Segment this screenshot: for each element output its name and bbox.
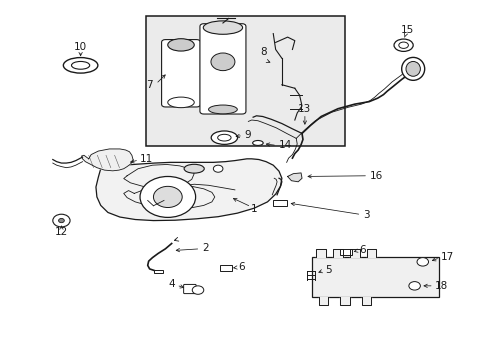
Bar	[340, 249, 351, 255]
Text: 8: 8	[260, 47, 266, 57]
Polygon shape	[361, 297, 371, 305]
Text: 3: 3	[363, 210, 369, 220]
Bar	[154, 270, 163, 273]
Ellipse shape	[217, 134, 231, 141]
Circle shape	[192, 286, 203, 294]
Circle shape	[210, 53, 234, 71]
Ellipse shape	[167, 39, 194, 51]
Ellipse shape	[63, 58, 98, 73]
Circle shape	[213, 165, 223, 172]
Circle shape	[153, 186, 182, 207]
Polygon shape	[287, 173, 302, 182]
Circle shape	[140, 176, 195, 217]
Circle shape	[408, 282, 420, 290]
Text: 11: 11	[140, 154, 153, 164]
Polygon shape	[332, 249, 342, 257]
Ellipse shape	[203, 21, 242, 34]
Ellipse shape	[405, 62, 420, 76]
Ellipse shape	[393, 39, 412, 51]
Text: 18: 18	[434, 281, 447, 291]
Text: 12: 12	[55, 227, 68, 237]
Ellipse shape	[401, 57, 424, 80]
Polygon shape	[318, 297, 328, 305]
Text: 2: 2	[202, 243, 208, 253]
Text: 7: 7	[145, 80, 152, 90]
Ellipse shape	[398, 42, 407, 48]
Ellipse shape	[167, 97, 194, 108]
Circle shape	[53, 214, 70, 227]
Polygon shape	[316, 249, 325, 257]
Bar	[311, 257, 438, 297]
Ellipse shape	[211, 131, 237, 144]
FancyBboxPatch shape	[200, 24, 245, 114]
Bar	[273, 201, 286, 206]
Ellipse shape	[71, 62, 89, 69]
Text: 17: 17	[440, 252, 453, 262]
Bar	[146, 16, 345, 147]
Text: 14: 14	[279, 140, 292, 150]
Bar	[219, 265, 231, 271]
Polygon shape	[366, 249, 376, 257]
Text: 15: 15	[400, 25, 413, 35]
Circle shape	[416, 258, 427, 266]
Polygon shape	[81, 149, 133, 171]
Ellipse shape	[184, 164, 204, 173]
Text: 16: 16	[369, 171, 383, 181]
FancyBboxPatch shape	[161, 40, 200, 107]
Text: 13: 13	[297, 104, 310, 114]
Polygon shape	[96, 159, 281, 221]
Text: 10: 10	[74, 42, 87, 51]
Polygon shape	[340, 297, 349, 305]
FancyBboxPatch shape	[183, 284, 196, 294]
Text: 1: 1	[250, 204, 257, 214]
Polygon shape	[349, 249, 359, 257]
Ellipse shape	[208, 105, 237, 114]
Text: 4: 4	[168, 279, 175, 289]
Circle shape	[59, 219, 64, 223]
Text: 5: 5	[325, 265, 331, 275]
Text: 6: 6	[238, 262, 245, 273]
Ellipse shape	[252, 140, 263, 145]
Text: 9: 9	[244, 130, 251, 140]
Text: 6: 6	[359, 245, 366, 255]
